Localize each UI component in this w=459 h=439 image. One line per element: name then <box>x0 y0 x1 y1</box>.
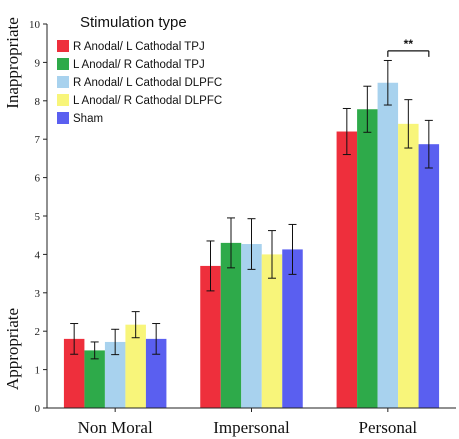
y-tick-label: 8 <box>35 96 41 108</box>
y-tick-label: 7 <box>35 134 41 146</box>
bar <box>220 242 242 408</box>
legend-swatch <box>57 76 69 88</box>
bar <box>357 109 378 409</box>
x-category-labels: Non Moral Impersonal Personal <box>78 408 418 437</box>
x-category-label: Impersonal <box>213 418 290 437</box>
x-category-label: Personal <box>359 418 418 437</box>
bar <box>241 244 262 408</box>
y-tick-label: 2 <box>35 326 41 338</box>
bar <box>282 249 303 408</box>
legend-entry: L Anodal/ R Cathodal DLPFC <box>73 95 222 107</box>
bar <box>84 350 105 408</box>
y-tick-label: 3 <box>35 288 41 300</box>
y-tick-label: 6 <box>35 173 41 185</box>
bar <box>104 341 126 408</box>
bar <box>418 144 440 408</box>
y-tick-label: 9 <box>35 57 41 69</box>
legend-swatch <box>57 40 69 52</box>
y-label-bottom: Appropriate <box>3 308 22 390</box>
legend-entry: Sham <box>73 113 103 125</box>
bar <box>377 82 399 408</box>
bar <box>125 324 146 408</box>
x-category-label: Non Moral <box>78 418 153 437</box>
y-ticks: 0 1 2 3 4 5 6 7 8 9 10 <box>29 19 47 415</box>
bar <box>63 338 85 408</box>
bar <box>200 265 221 408</box>
y-tick-label: 1 <box>35 365 41 377</box>
significance-stars: ** <box>404 37 414 51</box>
legend: Stimulation type R Anodal/ L Cathodal TP… <box>57 14 222 125</box>
legend-entry: R Anodal/ L Cathodal DLPFC <box>73 77 222 89</box>
significance-annotations: ** <box>387 37 430 57</box>
legend-entry: R Anodal/ L Cathodal TPJ <box>73 41 205 53</box>
bar <box>145 338 167 408</box>
y-tick-label: 10 <box>29 19 41 31</box>
legend-swatch <box>57 58 69 70</box>
bar <box>398 123 419 408</box>
bars-layer <box>63 59 440 409</box>
legend-entry: L Anodal/ R Cathodal TPJ <box>73 59 205 71</box>
legend-title: Stimulation type <box>80 14 187 31</box>
bar <box>261 254 283 408</box>
legend-swatch <box>57 94 69 106</box>
y-tick-label: 0 <box>35 403 41 415</box>
y-label-top: Inappropriate <box>3 17 22 109</box>
legend-swatch <box>57 112 69 124</box>
y-tick-label: 5 <box>35 211 41 223</box>
y-tick-label: 4 <box>35 249 41 261</box>
bar <box>336 131 358 408</box>
